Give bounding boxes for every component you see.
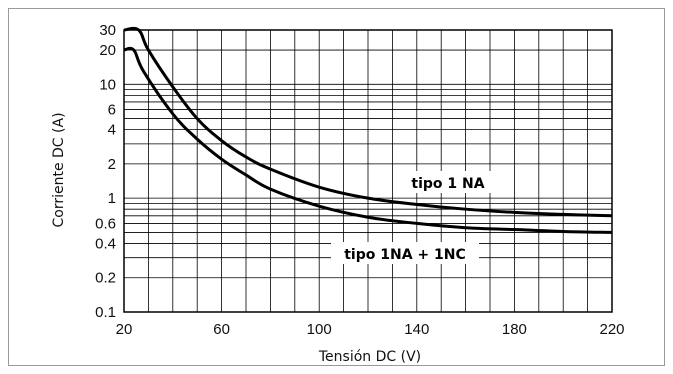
series-label-1-background bbox=[402, 171, 494, 193]
x-tick-labels: 20 60 100 140 180 220 bbox=[116, 321, 625, 338]
x-tick-label: 60 bbox=[213, 321, 230, 338]
y-tick-label: 0.4 bbox=[95, 235, 116, 252]
y-tick-label: 30 bbox=[99, 22, 116, 39]
x-tick-label: 20 bbox=[116, 321, 133, 338]
y-tick-label: 10 bbox=[99, 76, 116, 93]
y-tick-label: 0.2 bbox=[95, 270, 116, 287]
y-tick-label: 20 bbox=[99, 42, 116, 59]
major-gridlines bbox=[147, 30, 588, 312]
plot-area-border bbox=[123, 29, 613, 313]
x-tick-label: 100 bbox=[307, 321, 332, 338]
y-tick-labels: 0.1 0.2 0.4 0.6 1 2 4 6 10 20 30 bbox=[95, 22, 116, 321]
series-line-2 bbox=[123, 46, 613, 234]
y-tick-label: 1 bbox=[108, 190, 116, 207]
series-lines bbox=[123, 26, 613, 234]
series-label-2-background bbox=[331, 242, 479, 264]
chart-frame bbox=[8, 8, 665, 366]
y-tick-label: 0.1 bbox=[95, 304, 116, 321]
series-line-1 bbox=[123, 26, 613, 218]
y-tick-label: 0.6 bbox=[95, 215, 116, 232]
y-axis-label: Corriente DC (A) bbox=[51, 112, 67, 227]
y-tick-label: 2 bbox=[108, 156, 116, 173]
series-label-tipo-1-na: tipo 1 NA bbox=[411, 176, 484, 192]
x-axis-label: Tensión DC (V) bbox=[318, 349, 421, 365]
y-tick-label: 6 bbox=[108, 102, 116, 119]
x-tick-label: 140 bbox=[404, 321, 429, 338]
series-label-tipo-1na-1nc: tipo 1NA + 1NC bbox=[344, 247, 466, 263]
x-tick-label: 220 bbox=[599, 321, 624, 338]
y-tick-label: 4 bbox=[108, 122, 116, 139]
x-tick-label: 180 bbox=[502, 321, 527, 338]
